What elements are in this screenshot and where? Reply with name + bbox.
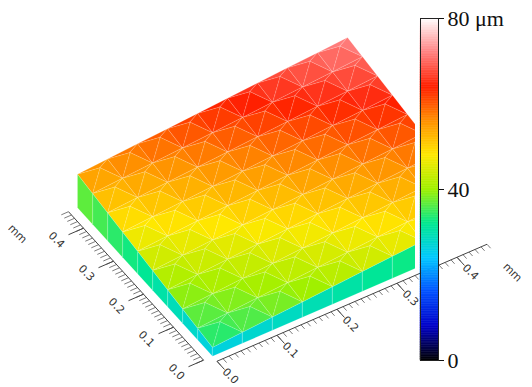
svg-text:0.3: 0.3 [76, 262, 98, 284]
svg-text:0.2: 0.2 [106, 295, 128, 317]
svg-text:mm: mm [500, 260, 524, 284]
svg-text:0.1: 0.1 [280, 339, 302, 361]
svg-text:0.0: 0.0 [166, 361, 188, 383]
svg-text:mm: mm [5, 222, 29, 246]
svg-text:0.4: 0.4 [460, 261, 482, 283]
svg-text:0.1: 0.1 [136, 328, 158, 350]
svg-text:0.2: 0.2 [340, 313, 362, 335]
svg-text:0: 0 [448, 348, 459, 373]
svg-text:0.3: 0.3 [400, 287, 422, 309]
svg-text:0.4: 0.4 [46, 229, 68, 251]
svg-text:0.0: 0.0 [220, 365, 242, 387]
svg-text:40: 40 [448, 177, 470, 202]
svg-text:80 μm: 80 μm [448, 6, 504, 31]
